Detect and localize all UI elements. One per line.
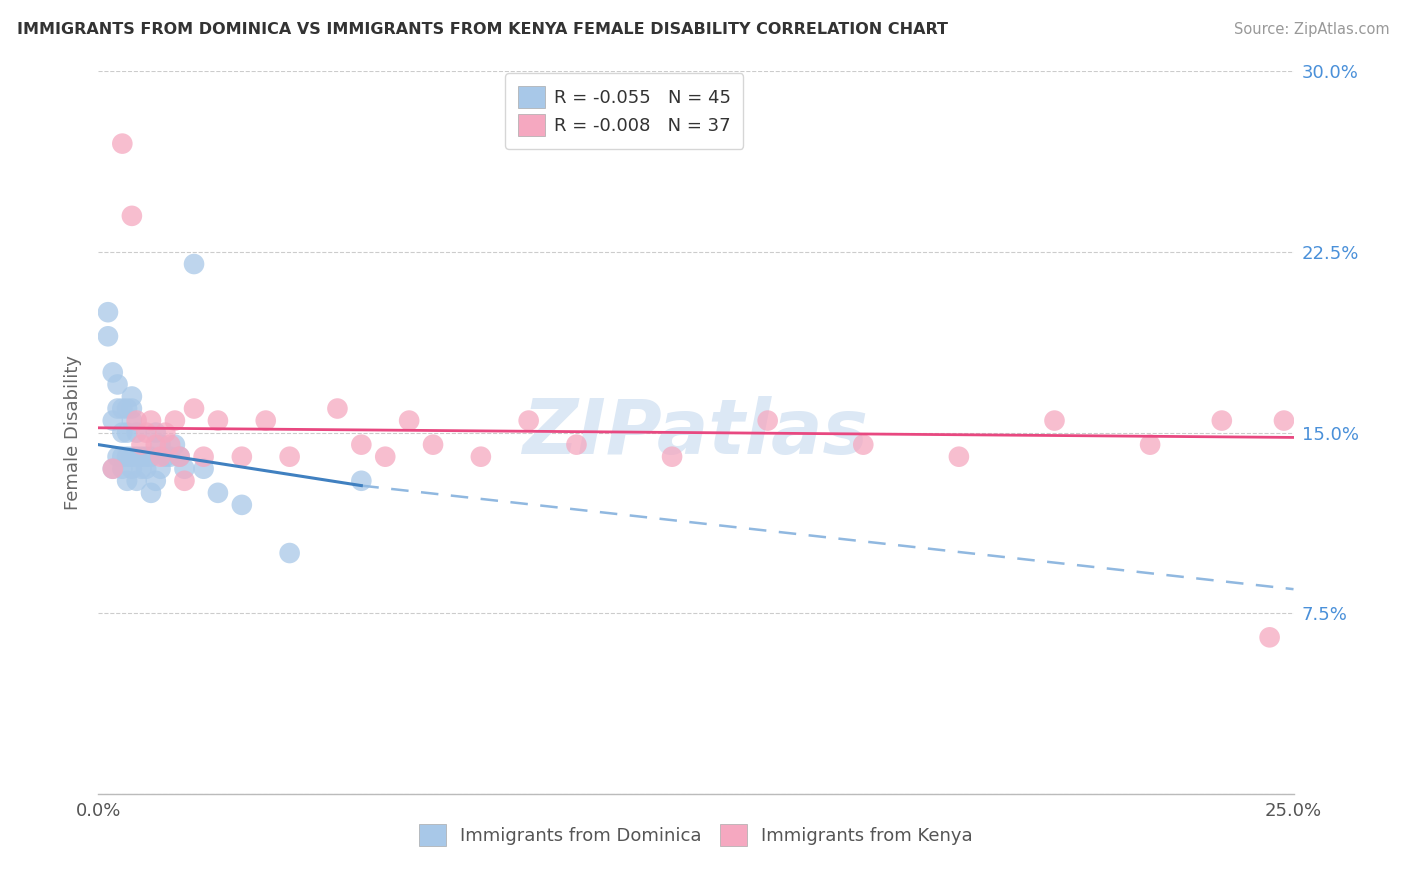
Point	[422, 438, 444, 452]
Point	[169, 450, 191, 464]
Point	[183, 257, 205, 271]
Point	[107, 401, 129, 416]
Point	[115, 474, 138, 488]
Point	[193, 462, 215, 476]
Point	[517, 414, 540, 428]
Point	[565, 438, 588, 452]
Legend: Immigrants from Dominica, Immigrants from Kenya: Immigrants from Dominica, Immigrants fro…	[412, 817, 980, 854]
Point	[173, 462, 195, 476]
Point	[350, 474, 373, 488]
Point	[107, 377, 129, 392]
Point	[111, 425, 134, 440]
Point	[111, 462, 134, 476]
Point	[374, 450, 396, 464]
Point	[135, 425, 157, 440]
Point	[1258, 630, 1281, 644]
Y-axis label: Female Disability: Female Disability	[65, 355, 83, 510]
Point	[661, 450, 683, 464]
Point	[350, 438, 373, 452]
Point	[111, 450, 134, 464]
Point	[101, 462, 124, 476]
Point	[121, 462, 143, 476]
Point	[207, 485, 229, 500]
Point	[207, 414, 229, 428]
Point	[278, 450, 301, 464]
Point	[115, 401, 138, 416]
Point	[125, 450, 148, 464]
Point	[131, 438, 153, 452]
Point	[145, 425, 167, 440]
Point	[254, 414, 277, 428]
Point	[163, 414, 186, 428]
Point	[231, 498, 253, 512]
Point	[107, 450, 129, 464]
Point	[173, 474, 195, 488]
Point	[155, 450, 177, 464]
Point	[145, 438, 167, 452]
Point	[97, 305, 120, 319]
Point	[1043, 414, 1066, 428]
Point	[1211, 414, 1233, 428]
Point	[169, 450, 191, 464]
Point	[115, 450, 138, 464]
Point	[183, 401, 205, 416]
Point	[149, 462, 172, 476]
Point	[231, 450, 253, 464]
Point	[470, 450, 492, 464]
Point	[139, 485, 162, 500]
Point	[398, 414, 420, 428]
Point	[139, 450, 162, 464]
Point	[155, 425, 177, 440]
Point	[101, 414, 124, 428]
Point	[121, 450, 143, 464]
Point	[121, 389, 143, 403]
Point	[121, 401, 143, 416]
Point	[159, 450, 181, 464]
Point	[125, 425, 148, 440]
Point	[159, 438, 181, 452]
Point	[101, 462, 124, 476]
Point	[193, 450, 215, 464]
Point	[97, 329, 120, 343]
Point	[149, 438, 172, 452]
Point	[326, 401, 349, 416]
Point	[111, 401, 134, 416]
Point	[278, 546, 301, 560]
Text: ZIPatlas: ZIPatlas	[523, 396, 869, 469]
Point	[125, 474, 148, 488]
Point	[131, 462, 153, 476]
Point	[1272, 414, 1295, 428]
Text: Source: ZipAtlas.com: Source: ZipAtlas.com	[1233, 22, 1389, 37]
Point	[125, 414, 148, 428]
Point	[1139, 438, 1161, 452]
Point	[121, 209, 143, 223]
Point	[101, 366, 124, 380]
Point	[756, 414, 779, 428]
Text: IMMIGRANTS FROM DOMINICA VS IMMIGRANTS FROM KENYA FEMALE DISABILITY CORRELATION : IMMIGRANTS FROM DOMINICA VS IMMIGRANTS F…	[17, 22, 948, 37]
Point	[131, 450, 153, 464]
Point	[852, 438, 875, 452]
Point	[121, 414, 143, 428]
Point	[111, 136, 134, 151]
Point	[145, 474, 167, 488]
Point	[139, 414, 162, 428]
Point	[163, 438, 186, 452]
Point	[948, 450, 970, 464]
Point	[115, 425, 138, 440]
Point	[135, 450, 157, 464]
Point	[135, 462, 157, 476]
Point	[149, 450, 172, 464]
